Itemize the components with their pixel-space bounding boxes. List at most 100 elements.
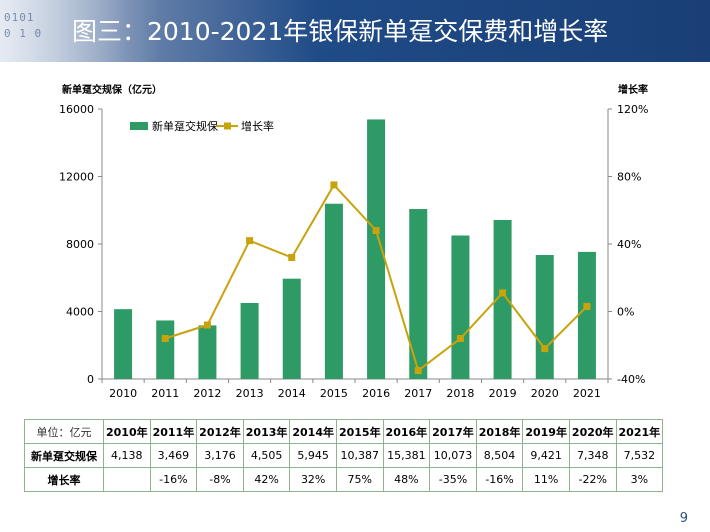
legend-label-bar: 新单趸交规保 xyxy=(152,119,218,133)
x-tick-label: 2018 xyxy=(446,387,474,400)
binary-text-1: 0101 xyxy=(4,11,35,24)
table-cell-growth xyxy=(103,467,151,492)
table-cell-growth: 3% xyxy=(615,467,664,492)
y-tick-label: 16000 xyxy=(59,103,94,116)
x-tick-label: 2010 xyxy=(109,387,137,400)
y2-tick-label: 80% xyxy=(617,171,641,184)
line-marker xyxy=(414,367,422,375)
y-tick-label: 4000 xyxy=(66,306,94,319)
table-cell-premium: 3,469 xyxy=(149,443,198,468)
x-tick-label: 2013 xyxy=(236,387,264,400)
slide-title: 图三：2010-2021年银保新单趸交保费和增长率 xyxy=(72,17,609,46)
table-cell-premium: 10,073 xyxy=(429,443,477,468)
bar xyxy=(240,302,259,379)
title-bar: 0101 0 1 0 图三：2010-2021年银保新单趸交保费和增长率 xyxy=(0,0,710,62)
bar xyxy=(156,320,175,379)
bar xyxy=(324,203,343,379)
table-year-header: 2019年 xyxy=(522,419,570,444)
combo-chart: 0 4000 8000 12000 16000 -40% 0% 40% 80% 120% 新单趸交规… xyxy=(59,83,648,400)
bar xyxy=(451,235,470,379)
table-year-header: 2014年 xyxy=(289,419,337,444)
x-tick-label: 2020 xyxy=(531,387,559,400)
table-cell-premium: 8,504 xyxy=(475,443,524,468)
table-cell-growth: 48% xyxy=(382,467,431,492)
legend-label-line: 增长率 xyxy=(241,119,274,133)
line-marker xyxy=(288,254,296,261)
table-year-header: 2010年 xyxy=(103,419,151,444)
bar xyxy=(367,119,386,380)
table-cell-premium: 7,532 xyxy=(615,443,664,468)
row-label-growth: 增长率 xyxy=(24,467,104,492)
table-year-header: 2011年 xyxy=(149,419,198,444)
table-cell-premium: 15,381 xyxy=(382,443,431,468)
legend-marker xyxy=(224,122,231,130)
line-marker xyxy=(372,227,380,234)
x-tick-label: 2014 xyxy=(278,387,306,400)
table-year-header: 2021年 xyxy=(615,419,664,444)
binary-watermark: 0101 0 1 0 xyxy=(4,10,42,42)
row-label-premium: 新单趸交规保 xyxy=(24,443,104,468)
legend-swatch-bar xyxy=(130,122,148,130)
bar xyxy=(114,309,133,379)
table-cell-premium: 9,421 xyxy=(522,443,570,468)
x-tick-label: 2016 xyxy=(362,387,390,400)
y2-tick-label: 120% xyxy=(617,103,648,116)
table-cell-growth: 11% xyxy=(522,467,570,492)
table-cell-growth: 75% xyxy=(335,467,384,492)
data-table: 单位：亿元 2010年 2011年 2012年 2013年 2014年 2015年 2016… xyxy=(24,419,664,492)
table-cell-premium: 7,348 xyxy=(568,443,617,468)
table-year-header: 2020年 xyxy=(568,419,617,444)
line-marker xyxy=(246,237,254,245)
line-marker xyxy=(456,335,464,342)
page-number: 9 xyxy=(679,511,688,526)
y-tick-label: 8000 xyxy=(66,238,94,251)
binary-text-2: 0 1 0 xyxy=(4,27,43,40)
y2-axis-title: 增长率 xyxy=(618,83,648,96)
table-year-header: 2016年 xyxy=(382,419,431,444)
header-decoration xyxy=(0,0,160,62)
table-cell-growth: 32% xyxy=(289,467,337,492)
table-row-premium: 新单趸交规保 4,138 3,469 3,176 4,505 5,945 10,387 15… xyxy=(24,443,664,468)
bar xyxy=(493,220,512,379)
y2-tick-label: 0% xyxy=(617,306,634,319)
table-cell-premium: 3,176 xyxy=(196,443,244,468)
line-marker xyxy=(541,345,549,353)
table-cell-growth: -35% xyxy=(429,467,477,492)
table-year-header: 2017年 xyxy=(429,419,477,444)
y-tick-label: 12000 xyxy=(59,171,94,184)
line-marker xyxy=(330,181,338,189)
table-cell-premium: 5,945 xyxy=(289,443,337,468)
y-axis-title: 新单趸交规保（亿元） xyxy=(62,83,162,96)
table-year-header: 2018年 xyxy=(475,419,524,444)
table-cell-growth: -22% xyxy=(568,467,617,492)
y-tick-label: 0 xyxy=(87,373,94,386)
bar xyxy=(198,325,217,379)
table-year-header: 2015年 xyxy=(335,419,384,444)
x-tick-label: 2019 xyxy=(489,387,517,400)
y2-tick-label: 40% xyxy=(617,238,641,251)
table-cell-growth: -8% xyxy=(196,467,244,492)
x-tick-label: 2011 xyxy=(151,387,179,400)
bar xyxy=(282,278,301,379)
x-tick-label: 2012 xyxy=(193,387,221,400)
table-cell-premium: 4,505 xyxy=(242,443,291,468)
table-year-header: 2013年 xyxy=(242,419,291,444)
table-year-header: 2012年 xyxy=(196,419,244,444)
table-header-row: 单位：亿元 2010年 2011年 2012年 2013年 2014年 2015年 2016… xyxy=(24,419,664,444)
table-cell-growth: 42% xyxy=(242,467,291,492)
table-cell-premium: 10,387 xyxy=(335,443,384,468)
table-cell-growth: -16% xyxy=(149,467,198,492)
y2-tick-label: -40% xyxy=(617,373,645,386)
bar xyxy=(535,255,554,379)
bar xyxy=(577,251,596,379)
table-cell-growth: -16% xyxy=(475,467,524,492)
line-marker xyxy=(583,302,591,310)
line-marker xyxy=(161,335,169,342)
table-cell-premium: 4,138 xyxy=(103,443,151,468)
x-tick-label: 2017 xyxy=(404,387,432,400)
x-tick-label: 2021 xyxy=(573,387,601,400)
bar xyxy=(409,209,428,379)
x-tick-label: 2015 xyxy=(320,387,348,400)
line-marker xyxy=(499,289,507,297)
line-marker xyxy=(203,321,211,329)
